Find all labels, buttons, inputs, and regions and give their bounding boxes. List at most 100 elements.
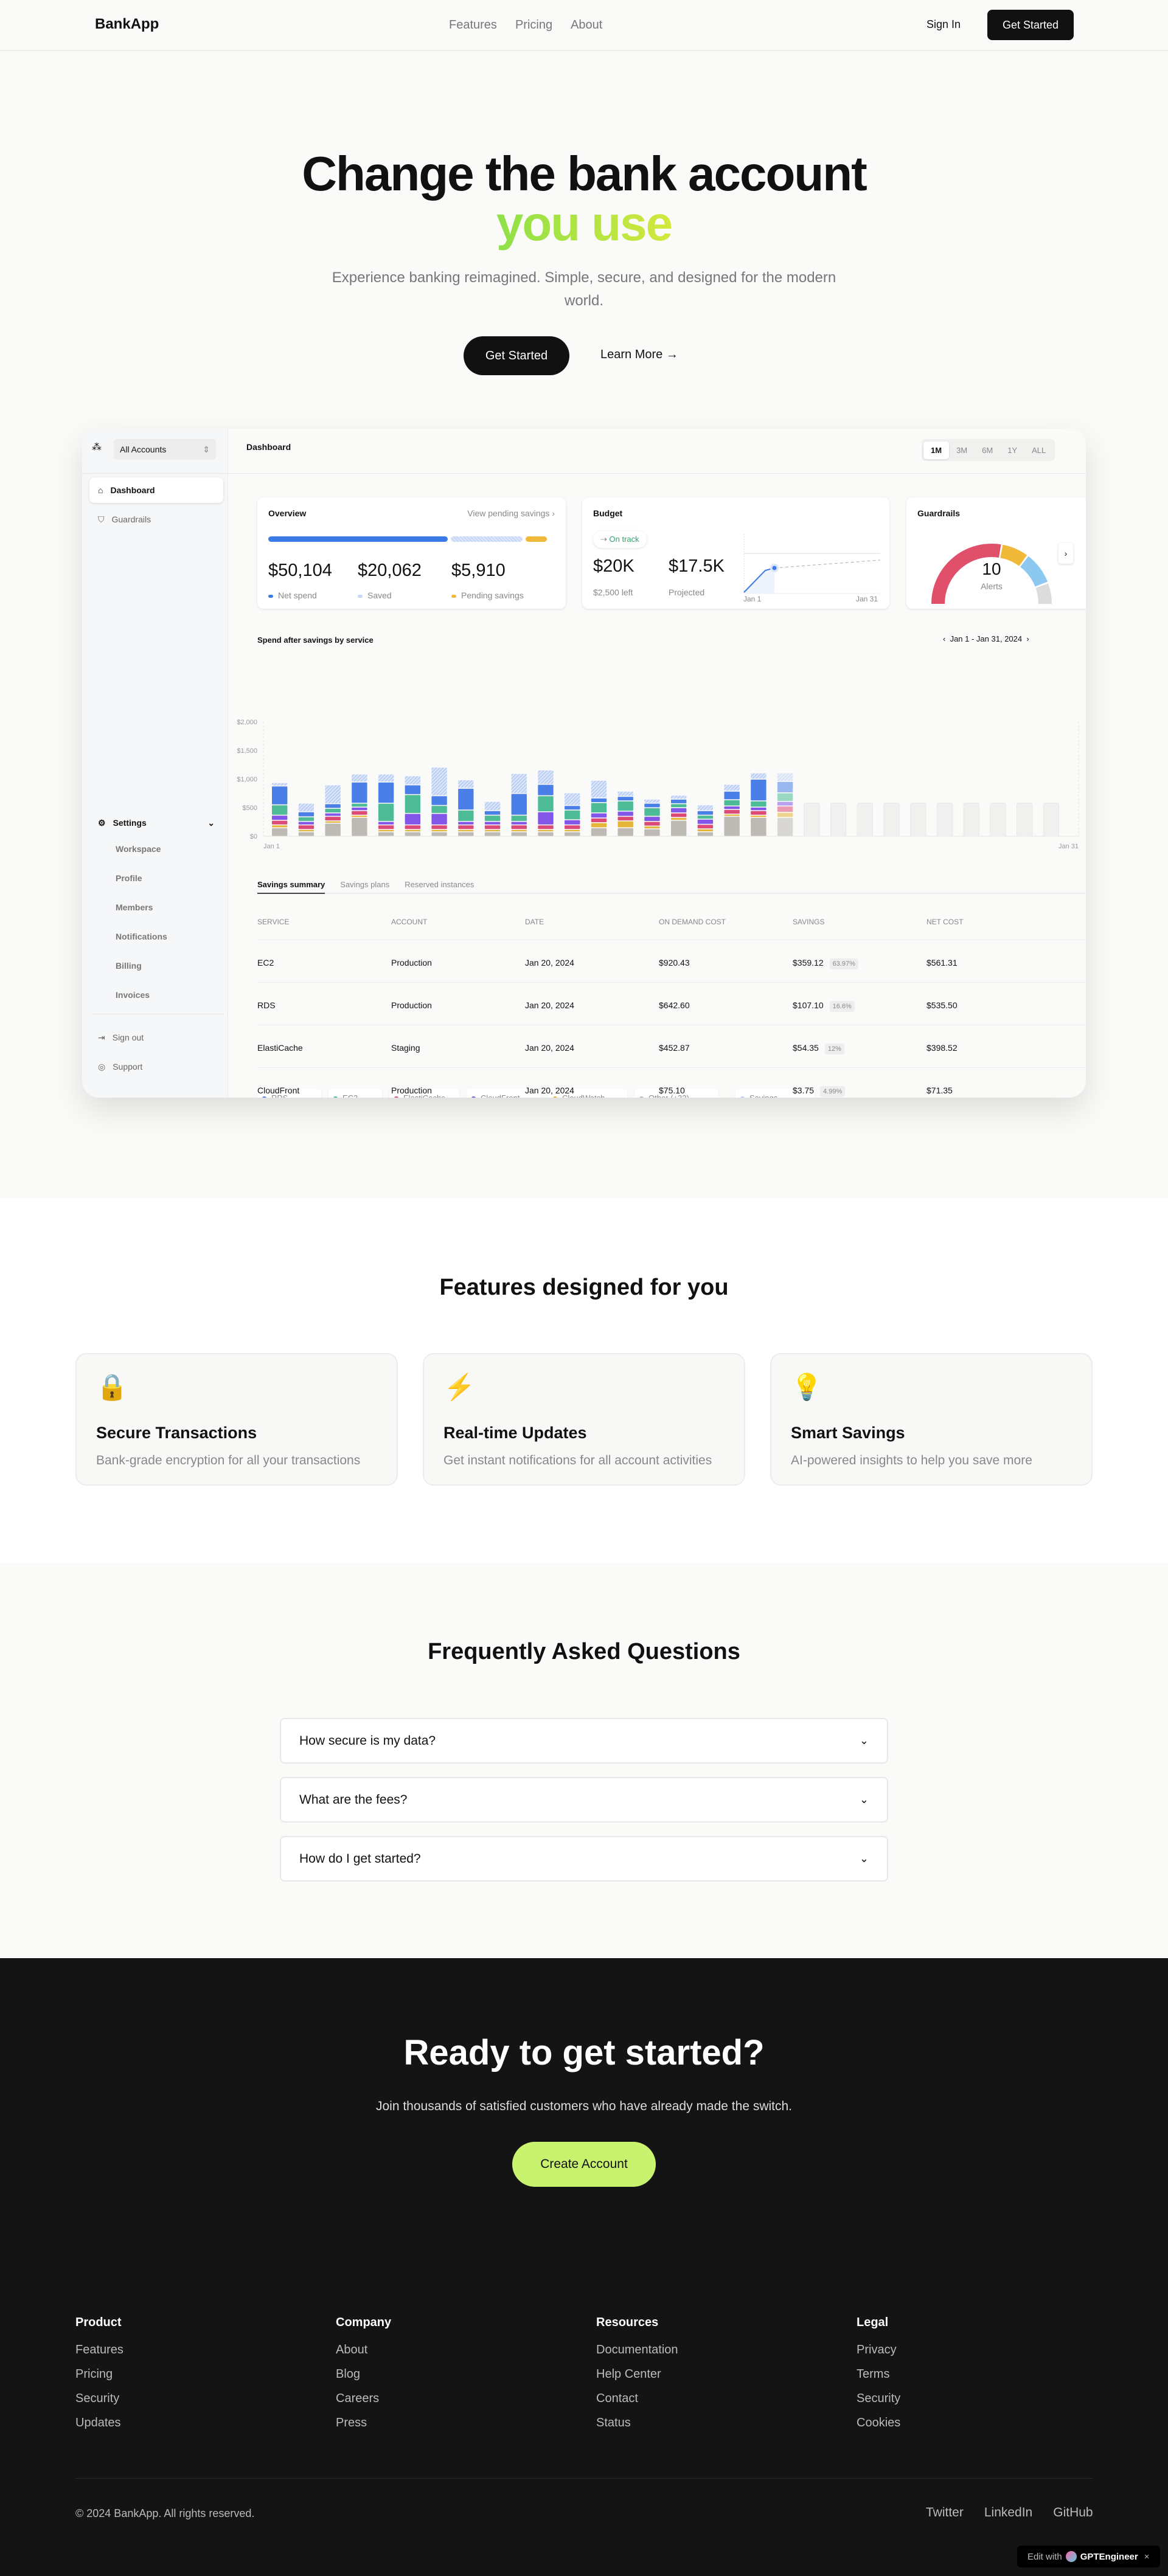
bar-segment-savings[interactable] (538, 770, 554, 784)
bar-segment-savings[interactable] (697, 805, 714, 811)
footer-link[interactable]: Documentation (596, 2343, 678, 2356)
bar-segment-rds[interactable] (777, 781, 793, 793)
github-link[interactable]: GitHub (1053, 2505, 1093, 2519)
bar-segment-elasticache[interactable] (511, 825, 527, 829)
table-row[interactable]: ElastiCache Staging Jan 20, 2024 $452.87 $54… (82, 1043, 1086, 1055)
bar-segment-rds[interactable] (458, 789, 474, 810)
bar-segment-elasticache[interactable] (751, 811, 766, 815)
table-row[interactable]: EC2 Production Jan 20, 2024 $920.43 $359.12 6… (82, 958, 1086, 970)
bar-segment-ec2[interactable] (751, 801, 766, 807)
settings-members[interactable]: Members (116, 902, 153, 912)
bar-segment-ec2[interactable] (671, 804, 687, 808)
bar-segment-cloudwatch[interactable] (538, 829, 554, 831)
bar-segment-savings[interactable] (325, 785, 341, 803)
twitter-link[interactable]: Twitter (926, 2505, 964, 2519)
bar-segment-ec2[interactable] (644, 808, 660, 816)
bar-segment-cloudfront[interactable] (405, 814, 421, 825)
view-pending-savings-link[interactable]: View pending savings › (467, 508, 555, 518)
bar-segment-cloudfront[interactable] (591, 813, 607, 818)
settings-invoices[interactable]: Invoices (116, 990, 150, 1000)
bar-segment-cloudfront[interactable] (484, 822, 501, 825)
footer-link[interactable]: About (336, 2343, 368, 2356)
bar-segment-savings[interactable] (272, 783, 288, 786)
hero-get-started-button[interactable]: Get Started (464, 336, 569, 375)
footer-link[interactable]: Updates (75, 2416, 121, 2429)
bar-segment-other-22-[interactable] (378, 832, 394, 836)
bar-segment-cloudfront[interactable] (458, 822, 474, 825)
bar-segment-elasticache[interactable] (538, 825, 554, 829)
gpt-engineer-badge[interactable]: Edit with GPTEngineer × (1017, 2546, 1160, 2567)
date-range-picker[interactable]: ‹ Jan 1 - Jan 31, 2024 › (943, 634, 1029, 643)
bar-segment-cloudwatch[interactable] (325, 821, 341, 823)
bar-segment-rds[interactable] (352, 782, 367, 803)
sidebar-item-guardrails[interactable]: ⛉ Guardrails (89, 507, 223, 532)
bar-segment-ec2[interactable] (538, 796, 554, 812)
bar-segment-ec2[interactable] (352, 803, 367, 807)
bar-segment-rds[interactable] (538, 784, 554, 795)
range-1m[interactable]: 1M (923, 441, 950, 459)
footer-link[interactable]: Security (75, 2392, 120, 2405)
bar-segment-cloudfront[interactable] (378, 822, 394, 825)
footer-link[interactable]: Contact (596, 2392, 638, 2405)
bar-segment-rds[interactable] (751, 780, 766, 801)
bar-segment-cloudfront[interactable] (511, 822, 527, 825)
footer-link[interactable]: Security (857, 2392, 901, 2405)
legend-card[interactable]: Savings$20,062.90Savings (735, 1089, 815, 1098)
bar-segment-elasticache[interactable] (405, 825, 421, 829)
bar-segment-elasticache[interactable] (671, 813, 687, 817)
bar-segment-cloudwatch[interactable] (671, 817, 687, 820)
bar-segment-cloudwatch[interactable] (751, 815, 766, 817)
bar-segment-cloudwatch[interactable] (724, 814, 740, 816)
table-row[interactable]: CloudFront Production Jan 20, 2024 $75.10 $3… (82, 1085, 1086, 1098)
bar-segment-savings[interactable] (484, 802, 501, 811)
bar-segment-rds[interactable] (617, 797, 633, 801)
bar-segment-cloudwatch[interactable] (617, 821, 633, 828)
bar-segment-cloudfront[interactable] (298, 822, 315, 825)
footer-link[interactable]: Privacy (857, 2343, 897, 2356)
bar-segment-cloudwatch[interactable] (697, 829, 714, 831)
bar-segment-savings[interactable] (458, 780, 474, 788)
sidebar-item-settings[interactable]: ⚙ Settings ⌄ (89, 810, 223, 836)
support-button[interactable]: ◎ Support (89, 1054, 223, 1079)
bar-segment-other-22-[interactable] (352, 817, 367, 836)
bar-segment-other-22-[interactable] (272, 828, 288, 836)
bar-segment-other-22-[interactable] (405, 832, 421, 836)
settings-notifications[interactable]: Notifications (116, 932, 167, 941)
bar-segment-other-22-[interactable] (697, 832, 714, 836)
bar-segment-other-22-[interactable] (484, 832, 501, 836)
bar-segment-elasticache[interactable] (724, 809, 740, 814)
bar-segment-other-22-[interactable] (325, 823, 341, 836)
bar-segment-cloudwatch[interactable] (431, 829, 447, 831)
bar-segment-other-22-[interactable] (644, 829, 660, 836)
bar-segment-other-22-[interactable] (617, 828, 633, 836)
footer-link[interactable]: Cookies (857, 2416, 901, 2429)
bar-segment-elasticache[interactable] (325, 817, 341, 821)
footer-link[interactable]: Features (75, 2343, 123, 2356)
bar-segment-elasticache[interactable] (431, 825, 447, 829)
bar-segment-ec2[interactable] (724, 800, 740, 806)
settings-workspace[interactable]: Workspace (116, 844, 161, 854)
bar-segment-other-22-[interactable] (591, 828, 607, 836)
bar-segment-elasticache[interactable] (458, 825, 474, 829)
prev-icon[interactable]: ‹ (943, 634, 946, 643)
footer-link[interactable]: Pricing (75, 2367, 113, 2381)
bar-segment-rds[interactable] (298, 812, 315, 817)
bar-segment-other-22-[interactable] (431, 832, 447, 836)
sidebar-item-dashboard[interactable]: ⌂ Dashboard (89, 477, 223, 503)
bar-segment-rds[interactable] (431, 796, 447, 805)
bar-segment-cloudwatch[interactable] (591, 823, 607, 828)
bar-segment-cloudfront[interactable] (325, 813, 341, 816)
bar-segment-cloudwatch[interactable] (272, 825, 288, 828)
bar-segment-ec2[interactable] (591, 803, 607, 812)
bar-segment-rds[interactable] (405, 785, 421, 794)
nav-pricing[interactable]: Pricing (515, 18, 553, 32)
bar-segment-cloudfront[interactable] (671, 808, 687, 812)
bar-segment-rds[interactable] (724, 791, 740, 800)
bar-segment-savings[interactable] (591, 780, 607, 798)
bar-segment-rds[interactable] (272, 786, 288, 805)
bar-segment-cloudwatch[interactable] (378, 829, 394, 831)
bar-segment-rds[interactable] (378, 782, 394, 803)
bar-segment-ec2[interactable] (777, 793, 793, 802)
bar-segment-cloudwatch[interactable] (511, 829, 527, 831)
bar-segment-savings[interactable] (671, 795, 687, 799)
